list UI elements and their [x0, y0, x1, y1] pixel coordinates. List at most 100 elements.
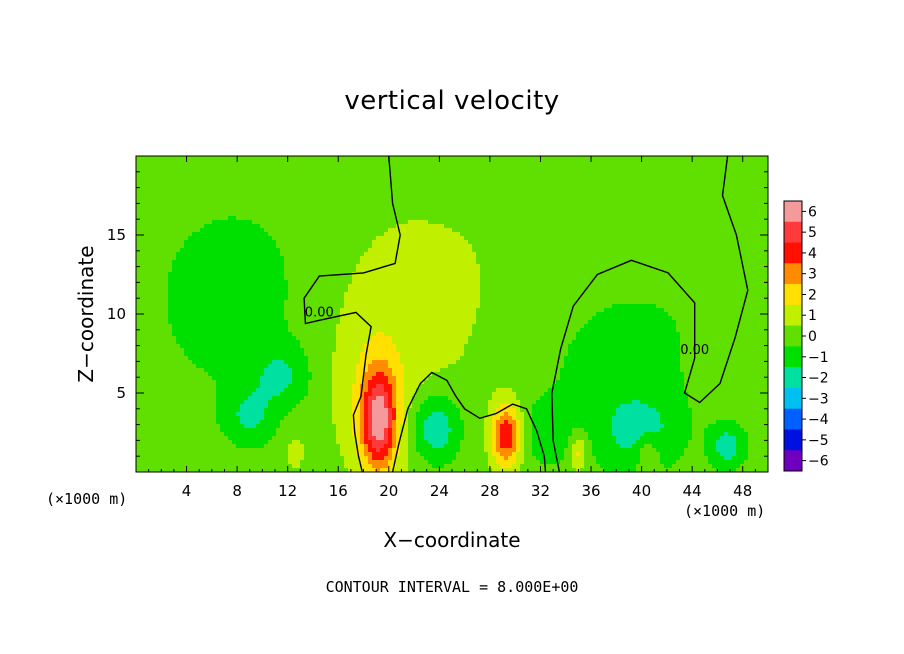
- heat-cell: [648, 180, 653, 185]
- heat-cell: [280, 220, 285, 225]
- heat-cell: [448, 236, 453, 241]
- heat-cell: [620, 208, 625, 213]
- heat-cell: [704, 176, 709, 181]
- heat-cell: [620, 264, 625, 269]
- heat-cell: [680, 168, 685, 173]
- heat-cell: [656, 236, 661, 241]
- heat-cell: [268, 248, 273, 253]
- heat-cell: [148, 212, 153, 217]
- heat-cell: [612, 248, 617, 253]
- heat-cell: [520, 164, 525, 169]
- heat-cell: [652, 260, 657, 265]
- heat-cell: [168, 180, 173, 185]
- heat-cell: [436, 260, 441, 265]
- heat-cell: [136, 272, 141, 277]
- heat-cell: [272, 160, 277, 165]
- heat-cell: [536, 156, 541, 161]
- heat-cell: [740, 188, 745, 193]
- heat-cell: [556, 204, 561, 209]
- heat-cell: [172, 180, 177, 185]
- heat-cell: [640, 244, 645, 249]
- heat-cell: [716, 224, 721, 229]
- heat-cell: [444, 260, 449, 265]
- heat-cell: [700, 264, 705, 269]
- heat-cell: [136, 220, 141, 225]
- heat-cell: [608, 232, 613, 237]
- heat-cell: [660, 228, 665, 233]
- heat-cell: [724, 172, 729, 177]
- heat-cell: [760, 196, 765, 201]
- heat-cell: [496, 156, 501, 161]
- heat-cell: [216, 240, 221, 245]
- heat-cell: [412, 248, 417, 253]
- heat-cell: [248, 188, 253, 193]
- heat-cell: [368, 244, 373, 249]
- heat-cell: [640, 268, 645, 273]
- heat-cell: [440, 184, 445, 189]
- heat-cell: [760, 216, 765, 221]
- heat-cell: [600, 156, 605, 161]
- heat-cell: [740, 196, 745, 201]
- heat-cell: [380, 204, 385, 209]
- heat-cell: [240, 188, 245, 193]
- heat-cell: [604, 208, 609, 213]
- heat-cell: [168, 204, 173, 209]
- heat-cell: [716, 184, 721, 189]
- heat-cell: [464, 260, 469, 265]
- heat-cell: [676, 272, 681, 277]
- heat-cell: [752, 156, 757, 161]
- heat-cell: [524, 248, 529, 253]
- heat-cell: [608, 272, 613, 277]
- heat-cell: [444, 180, 449, 185]
- heat-cell: [648, 212, 653, 217]
- heat-cell: [352, 224, 357, 229]
- heat-cell: [188, 208, 193, 213]
- heat-cell: [692, 168, 697, 173]
- heat-cell: [288, 240, 293, 245]
- heat-cell: [592, 176, 597, 181]
- heat-cell: [632, 180, 637, 185]
- heat-cell: [380, 172, 385, 177]
- heat-cell: [184, 224, 189, 229]
- heat-cell: [420, 208, 425, 213]
- heat-cell: [160, 160, 165, 165]
- heat-cell: [764, 200, 768, 205]
- heat-cell: [392, 192, 397, 197]
- heat-cell: [316, 268, 321, 273]
- heat-cell: [392, 248, 397, 253]
- heat-cell: [548, 244, 553, 249]
- heat-cell: [520, 224, 525, 229]
- heat-cell: [264, 256, 269, 261]
- heat-cell: [216, 276, 221, 281]
- heat-cell: [652, 208, 657, 213]
- heat-cell: [684, 224, 689, 229]
- heat-cell: [540, 220, 545, 225]
- heat-cell: [164, 188, 169, 193]
- heat-cell: [172, 172, 177, 177]
- heat-cell: [740, 184, 745, 189]
- heat-cell: [260, 188, 265, 193]
- heat-cell: [440, 224, 445, 229]
- heat-cell: [428, 220, 433, 225]
- heat-cell: [292, 212, 297, 217]
- heat-cell: [724, 276, 729, 281]
- heat-cell: [580, 264, 585, 269]
- heat-cell: [200, 232, 205, 237]
- heat-cell: [148, 184, 153, 189]
- heat-cell: [292, 244, 297, 249]
- heat-cell: [332, 224, 337, 229]
- heat-cell: [448, 176, 453, 181]
- heat-cell: [452, 164, 457, 169]
- heat-cell: [620, 156, 625, 161]
- heat-cell: [192, 268, 197, 273]
- heat-cell: [756, 228, 761, 233]
- heat-cell: [160, 156, 165, 161]
- heat-cell: [564, 240, 569, 245]
- heat-cell: [636, 256, 641, 261]
- heat-cell: [264, 184, 269, 189]
- heat-cell: [416, 252, 421, 257]
- heat-cell: [380, 164, 385, 169]
- heat-cell: [612, 172, 617, 177]
- heat-cell: [356, 164, 361, 169]
- heat-cell: [296, 216, 301, 221]
